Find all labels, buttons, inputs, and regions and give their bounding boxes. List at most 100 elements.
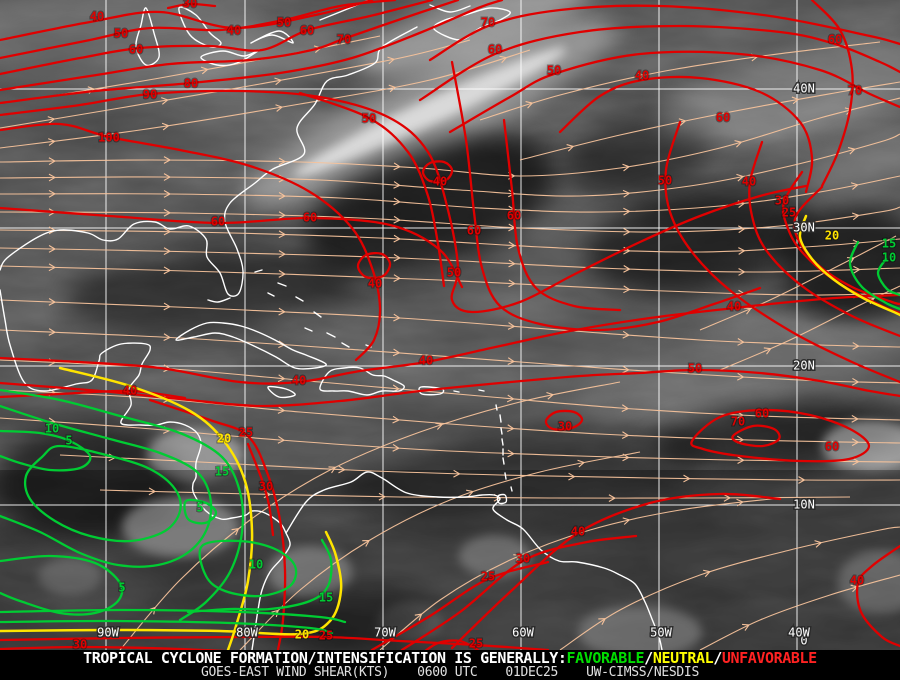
wind-streamline xyxy=(0,49,531,149)
legend-slash2: / xyxy=(713,648,722,667)
latitude-label: 40N xyxy=(793,82,815,96)
streamline-arrow-icon xyxy=(851,438,859,447)
wind-streamline xyxy=(99,489,851,499)
coastline-path xyxy=(313,311,322,318)
streamline-arrow-icon xyxy=(850,182,859,190)
contour-value-label: 60 xyxy=(129,43,143,57)
streamline-arrow-icon xyxy=(48,138,55,146)
cloud-texture-blob xyxy=(822,420,900,472)
streamline-arrow-icon xyxy=(622,517,630,525)
shear-contour-red xyxy=(400,534,638,650)
contour-value-label: 60 xyxy=(507,209,521,223)
streamline-arrow-icon xyxy=(338,465,345,474)
shear-contour-red xyxy=(418,24,900,102)
contour-value-label: 25 xyxy=(481,570,495,584)
shear-contour-green xyxy=(183,498,218,525)
contour-value-label: 15 xyxy=(882,237,896,251)
longitude-label: 50W xyxy=(650,626,672,640)
streamline-arrow-icon xyxy=(163,208,171,217)
footer-bar: TROPICAL CYCLONE FORMATION/INTENSIFICATI… xyxy=(0,650,900,680)
streamline-arrow-icon xyxy=(737,338,745,346)
shear-contour-red xyxy=(450,492,782,650)
shear-contour-red xyxy=(0,0,460,92)
streamline-arrow-icon xyxy=(738,225,745,234)
streamline-arrow-icon xyxy=(378,492,386,501)
shear-contour-red xyxy=(664,120,900,384)
streamline-arrow-icon xyxy=(277,436,285,444)
shear-contour-red xyxy=(0,122,382,362)
streamline-arrow-icon xyxy=(566,144,574,152)
streamline-arrow-icon xyxy=(736,498,744,507)
streamline-arrow-icon xyxy=(736,173,744,182)
contour-value-label: 70 xyxy=(481,16,495,30)
contour-value-label: 60 xyxy=(303,211,317,225)
streamline-arrow-icon xyxy=(623,207,630,216)
streamline-arrow-icon xyxy=(743,307,752,315)
shear-contour-red xyxy=(0,0,397,60)
shear-contour-red xyxy=(0,389,187,400)
streamline-arrow-icon xyxy=(414,613,423,621)
wind-streamline xyxy=(379,497,781,650)
shear-contour-red xyxy=(424,639,480,650)
streamline-arrow-icon xyxy=(435,422,443,430)
streamline-arrow-icon xyxy=(393,162,401,171)
streamline-arrow-icon xyxy=(160,97,169,105)
coastline-path xyxy=(277,282,287,287)
coastline-path xyxy=(267,385,296,399)
streamline-arrow-icon xyxy=(852,377,859,386)
streamline-arrow-icon xyxy=(623,227,630,236)
contour-value-label: 10 xyxy=(882,251,896,265)
streamline-arrow-icon xyxy=(278,157,286,166)
longitude-label: 60W xyxy=(512,626,534,640)
product-date: 01DEC25 xyxy=(505,664,559,680)
shear-contour-red xyxy=(0,293,900,385)
streamline-arrow-icon xyxy=(277,406,285,414)
streamline-arrow-icon xyxy=(847,146,856,155)
coastline-path xyxy=(496,493,508,505)
coastline-path xyxy=(267,292,275,297)
contour-value-label: 80 xyxy=(184,77,198,91)
streamline-arrow-icon xyxy=(851,414,859,423)
shear-contour-red xyxy=(0,645,227,650)
contour-value-label: 40 xyxy=(419,354,433,368)
shear-contour-red xyxy=(370,560,550,650)
contour-value-label: 10 xyxy=(249,558,263,572)
contour-value-label: 20 xyxy=(217,432,231,446)
contour-value-label: 40 xyxy=(571,525,585,539)
contour-value-label: 10 xyxy=(45,422,59,436)
streamline-arrow-icon xyxy=(393,181,401,189)
shear-contour-green xyxy=(198,539,298,598)
streamline-arrow-icon xyxy=(274,77,282,86)
shear-contour-green xyxy=(0,619,334,635)
shear-contour-green xyxy=(0,429,92,472)
streamline-arrow-icon xyxy=(277,374,285,383)
streamline-arrow-icon xyxy=(622,365,629,374)
contour-value-label: 20 xyxy=(295,628,309,642)
streamline-arrow-icon xyxy=(47,116,55,124)
wind-streamline xyxy=(0,39,471,129)
contour-value-label: 5 xyxy=(65,434,72,448)
wind-streamline xyxy=(0,265,900,296)
shear-contour-yellow xyxy=(798,214,900,317)
wind-streamline xyxy=(0,329,900,384)
streamline-arrow-icon xyxy=(507,357,515,366)
streamline-arrow-icon xyxy=(507,424,514,433)
coastline-path xyxy=(453,390,460,393)
contour-value-label: 60 xyxy=(488,43,502,57)
cloud-texture-blob xyxy=(166,26,344,90)
legend-unfavorable: UNFAVORABLE xyxy=(721,648,817,667)
contour-value-label: 40 xyxy=(227,24,241,38)
streamline-arrow-icon xyxy=(791,96,799,105)
streamline-arrow-icon xyxy=(621,404,629,413)
wind-streamline xyxy=(0,299,900,348)
streamline-arrow-icon xyxy=(48,263,56,272)
contour-value-label: 25 xyxy=(782,206,796,220)
wind-streamline xyxy=(119,381,621,650)
streamline-arrow-icon xyxy=(546,392,554,400)
shear-contour-red xyxy=(148,398,287,650)
streamline-arrow-icon xyxy=(393,253,401,262)
contour-value-label: 50 xyxy=(277,16,291,30)
streamline-arrow-icon xyxy=(622,330,630,339)
